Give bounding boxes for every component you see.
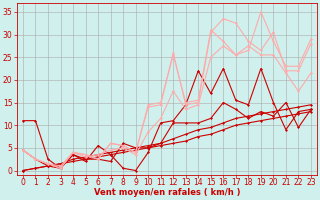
- X-axis label: Vent moyen/en rafales ( km/h ): Vent moyen/en rafales ( km/h ): [94, 188, 240, 197]
